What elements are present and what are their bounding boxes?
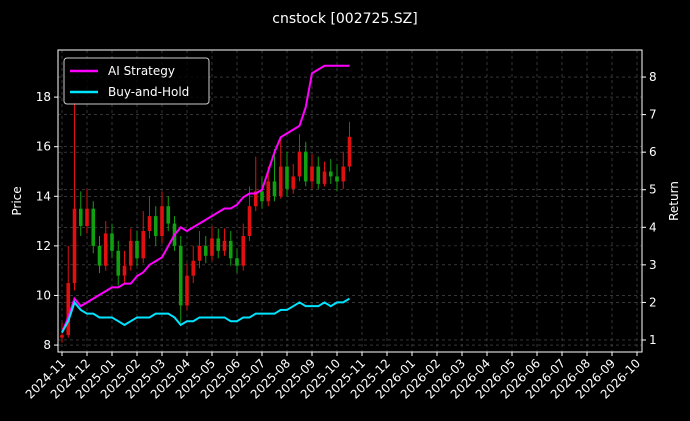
series-line <box>61 64 350 333</box>
series-line <box>61 297 351 333</box>
candle-body <box>78 208 83 227</box>
y-tick-label: 14 <box>36 189 51 203</box>
candle-body <box>310 166 314 182</box>
legend-box <box>63 57 210 105</box>
candle-body <box>153 216 158 236</box>
candle-body <box>97 245 102 266</box>
candle-body <box>278 166 283 197</box>
candle-body <box>203 245 208 256</box>
chart-title: cnstock [002725.SZ] <box>272 11 417 27</box>
candle-body <box>72 208 77 284</box>
candle-body <box>341 166 346 182</box>
y-tick-label: 10 <box>36 288 51 302</box>
y2-tick-label: 2 <box>649 295 657 309</box>
candle-body <box>260 191 264 202</box>
candle-body <box>297 151 302 177</box>
candle-body <box>316 166 321 184</box>
candle-body <box>328 171 333 177</box>
y2-tick-label: 1 <box>649 333 657 347</box>
candle-body <box>216 238 221 251</box>
candle-body <box>253 191 258 207</box>
candle-body <box>116 250 121 276</box>
candle-body <box>210 238 214 256</box>
candle-body <box>128 240 133 266</box>
y2-tick-label: 3 <box>649 258 657 272</box>
candle-body <box>272 181 277 197</box>
y2-axis-label: Return <box>667 181 681 221</box>
candle-body <box>103 233 108 266</box>
y-tick-label: 12 <box>36 239 51 253</box>
y-tick-label: 18 <box>36 90 51 104</box>
candle-body <box>266 181 271 202</box>
candle-body <box>60 335 64 338</box>
candle-body <box>285 166 289 189</box>
candle-body <box>228 240 233 259</box>
candle-body <box>222 240 227 251</box>
y2-tick-label: 6 <box>649 145 657 159</box>
candle-body <box>303 151 308 182</box>
candle-body <box>191 260 196 276</box>
candle-body <box>185 275 189 306</box>
candle-body <box>166 206 171 224</box>
y-axis-label: Price <box>10 186 24 215</box>
y2-tick-label: 7 <box>649 108 657 122</box>
candle-body <box>141 231 146 259</box>
candle-body <box>322 171 327 184</box>
y2-tick-label: 8 <box>649 70 657 84</box>
candle-body <box>147 216 152 232</box>
y-tick-label: 16 <box>36 140 51 154</box>
legend-label: Buy-and-Hold <box>108 85 189 99</box>
candle-body <box>241 235 246 266</box>
candle-body <box>335 176 339 182</box>
candle-body <box>85 208 89 227</box>
candle-body <box>247 206 252 236</box>
candle-body <box>135 240 139 259</box>
candle-body <box>347 136 352 167</box>
y2-tick-label: 4 <box>649 220 657 234</box>
candle-body <box>66 283 71 336</box>
candle-body <box>160 206 164 236</box>
legend: AI Strategy Buy-and-Hold <box>63 57 210 105</box>
plot-frame <box>57 49 643 353</box>
candle-body <box>110 233 114 251</box>
y-tick-label: 8 <box>43 338 51 352</box>
candle-body <box>197 245 202 261</box>
candle-body <box>122 265 127 276</box>
candle-body <box>235 258 239 266</box>
legend-label: AI Strategy <box>108 64 175 78</box>
candle-body <box>91 208 96 246</box>
candle-body <box>291 176 296 189</box>
candle-body <box>178 245 183 306</box>
y2-tick-label: 5 <box>649 183 657 197</box>
